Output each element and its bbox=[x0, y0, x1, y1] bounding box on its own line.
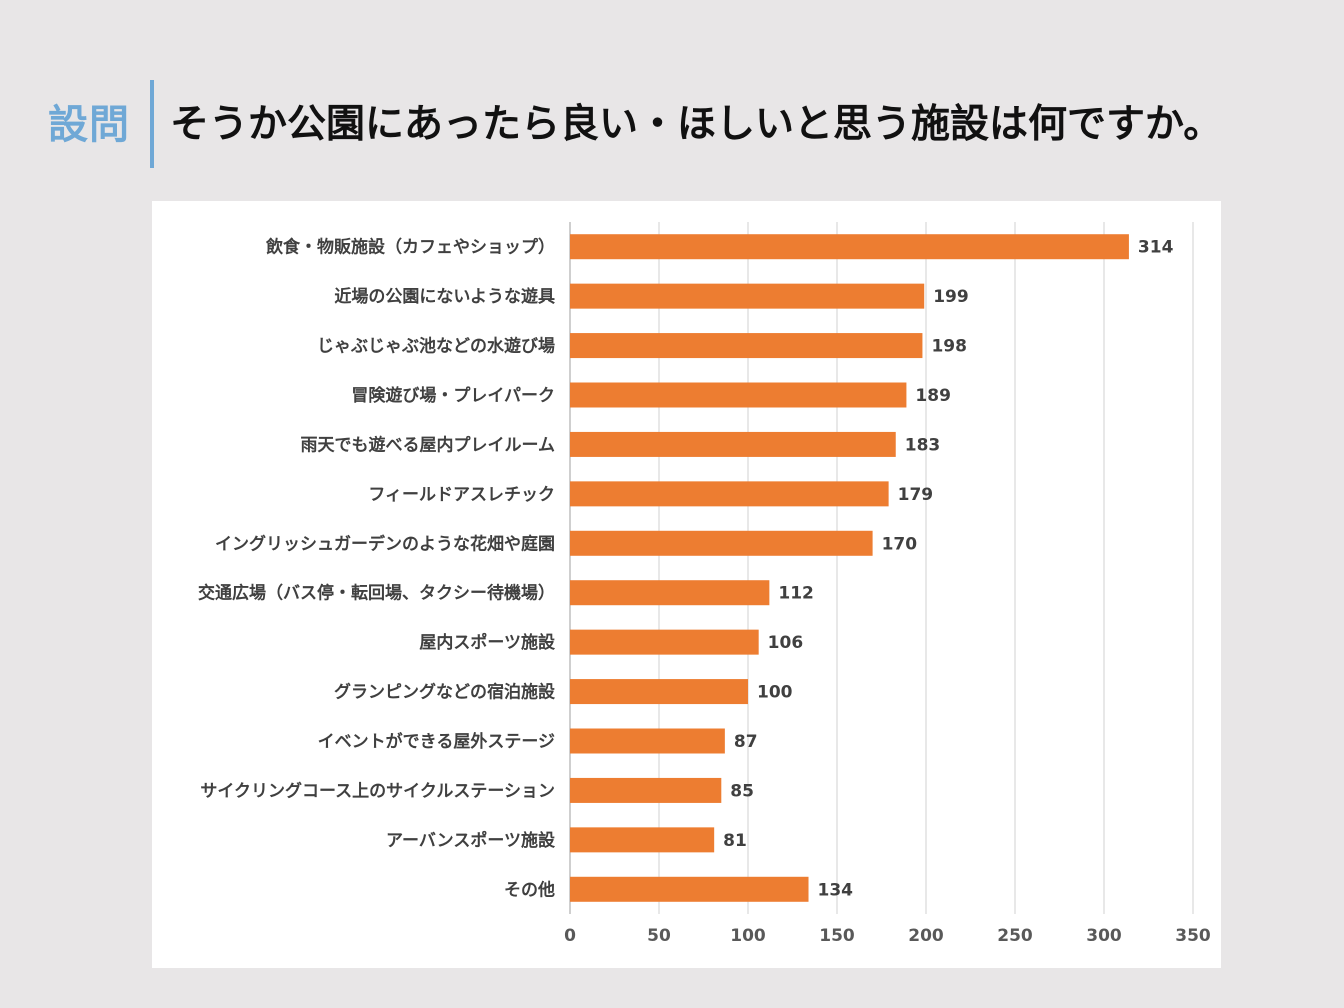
x-tick-label: 250 bbox=[997, 926, 1033, 946]
bar bbox=[570, 728, 725, 754]
data-label: 134 bbox=[818, 880, 854, 900]
category-label: 冒険遊び場・プレイパーク bbox=[351, 385, 555, 406]
bar bbox=[570, 530, 873, 556]
data-label: 189 bbox=[915, 386, 951, 406]
data-label: 314 bbox=[1138, 238, 1174, 258]
category-label: 飲食・物販施設（カフェやショップ） bbox=[265, 237, 555, 258]
bar bbox=[570, 333, 923, 359]
data-label: 112 bbox=[778, 584, 814, 604]
chart-panel: 飲食・物販施設（カフェやショップ） 近場の公園にないような遊具じゃぶじゃぶ池などの… bbox=[152, 201, 1221, 968]
bar bbox=[570, 382, 907, 408]
bar bbox=[570, 481, 889, 507]
category-label: イベントができる屋外ステージ bbox=[318, 731, 555, 752]
bar bbox=[570, 629, 759, 655]
bar-chart: 飲食・物販施設（カフェやショップ） 近場の公園にないような遊具じゃぶじゃぶ池などの… bbox=[198, 222, 1211, 946]
data-label: 198 bbox=[931, 337, 967, 357]
category-labels: 飲食・物販施設（カフェやショップ） 近場の公園にないような遊具じゃぶじゃぶ池などの… bbox=[198, 237, 556, 901]
category-label: イングリッシュガーデンのような花畑や庭園 bbox=[215, 533, 555, 554]
x-tick-label: 200 bbox=[908, 926, 944, 946]
data-label: 199 bbox=[933, 287, 969, 307]
grid-lines bbox=[569, 222, 1194, 914]
x-tick-label: 100 bbox=[730, 926, 766, 946]
bar bbox=[570, 234, 1129, 260]
category-label: 交通広場（バス停・転回場、タクシー待機場） bbox=[198, 583, 555, 604]
bar bbox=[570, 827, 715, 853]
category-label: 近場の公園にないような遊具 bbox=[334, 286, 555, 307]
data-label: 87 bbox=[734, 732, 758, 752]
header-divider bbox=[150, 80, 154, 168]
value-labels: 314 199 198 189 183 179 170 112 106 100 87 85 81 134 bbox=[723, 238, 1173, 901]
bar bbox=[570, 876, 809, 902]
category-label: フィールドアスレチック bbox=[368, 485, 555, 505]
bar bbox=[570, 580, 770, 606]
x-tick-label: 300 bbox=[1086, 926, 1122, 946]
x-tick-labels: 0 50 100 150 200 250 300 350 bbox=[564, 926, 1211, 946]
bar bbox=[570, 777, 722, 803]
data-label: 183 bbox=[905, 435, 941, 455]
data-label: 179 bbox=[898, 485, 934, 505]
x-tick-label: 0 bbox=[564, 926, 576, 946]
bar bbox=[570, 679, 748, 705]
bar bbox=[570, 283, 925, 309]
data-label: 170 bbox=[882, 534, 918, 554]
x-tick-label: 350 bbox=[1175, 926, 1211, 946]
category-label: サイクリングコース上のサイクルステーション bbox=[200, 780, 555, 801]
x-tick-label: 50 bbox=[647, 926, 671, 946]
data-label: 106 bbox=[768, 633, 804, 653]
category-label: その他 bbox=[504, 879, 555, 900]
data-label: 100 bbox=[757, 683, 793, 703]
bar bbox=[570, 431, 896, 457]
category-label: 屋内スポーツ施設 bbox=[419, 632, 556, 653]
category-label: 雨天でも遊べる屋内プレイルーム bbox=[301, 434, 556, 455]
data-label: 85 bbox=[730, 781, 754, 801]
x-tick-label: 150 bbox=[819, 926, 855, 946]
page-title: そうか公園にあったら良い・ほしいと思う施設は何ですか。 bbox=[170, 102, 1223, 147]
bars bbox=[570, 234, 1129, 902]
question-label: 設問 bbox=[48, 102, 130, 148]
category-label: グランピングなどの宿泊施設 bbox=[334, 682, 556, 703]
category-label: アーバンスポーツ施設 bbox=[386, 830, 556, 851]
data-label: 81 bbox=[723, 831, 747, 851]
category-label: じゃぶじゃぶ池などの水遊び場 bbox=[317, 336, 555, 357]
